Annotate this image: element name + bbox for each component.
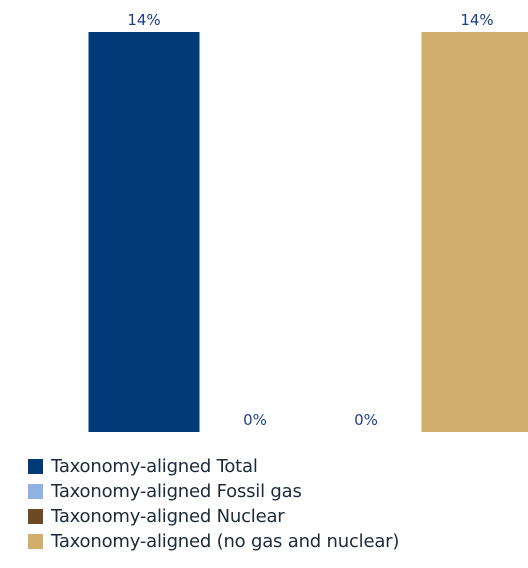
legend-label-nuclear: Taxonomy-aligned Nuclear xyxy=(51,506,285,527)
legend-swatch-no-gas-nuclear xyxy=(28,534,43,549)
chart-legend: Taxonomy-aligned Total Taxonomy-aligned … xyxy=(28,454,399,554)
legend-label-total: Taxonomy-aligned Total xyxy=(51,456,258,477)
legend-swatch-fossil-gas xyxy=(28,484,43,499)
data-label-taxonomy-aligned-no-gas-and-nuclear: 14% xyxy=(460,11,493,29)
legend-item-total: Taxonomy-aligned Total xyxy=(28,454,399,479)
legend-label-fossil-gas: Taxonomy-aligned Fossil gas xyxy=(51,481,302,502)
data-label-taxonomy-aligned-nuclear: 0% xyxy=(354,411,378,429)
legend-item-fossil-gas: Taxonomy-aligned Fossil gas xyxy=(28,479,399,504)
bar-taxonomy-aligned-total xyxy=(88,32,200,432)
legend-swatch-total xyxy=(28,459,43,474)
legend-item-no-gas-nuclear: Taxonomy-aligned (no gas and nuclear) xyxy=(28,529,399,554)
legend-swatch-nuclear xyxy=(28,509,43,524)
bar-taxonomy-aligned-no-gas-and-nuclear xyxy=(421,32,528,432)
legend-label-no-gas-nuclear: Taxonomy-aligned (no gas and nuclear) xyxy=(51,531,400,552)
data-label-taxonomy-aligned-total: 14% xyxy=(127,11,160,29)
data-label-taxonomy-aligned-fossil-gas: 0% xyxy=(243,411,267,429)
bar-chart: 14% 0% 0% 14% xyxy=(88,11,528,432)
legend-item-nuclear: Taxonomy-aligned Nuclear xyxy=(28,504,399,529)
